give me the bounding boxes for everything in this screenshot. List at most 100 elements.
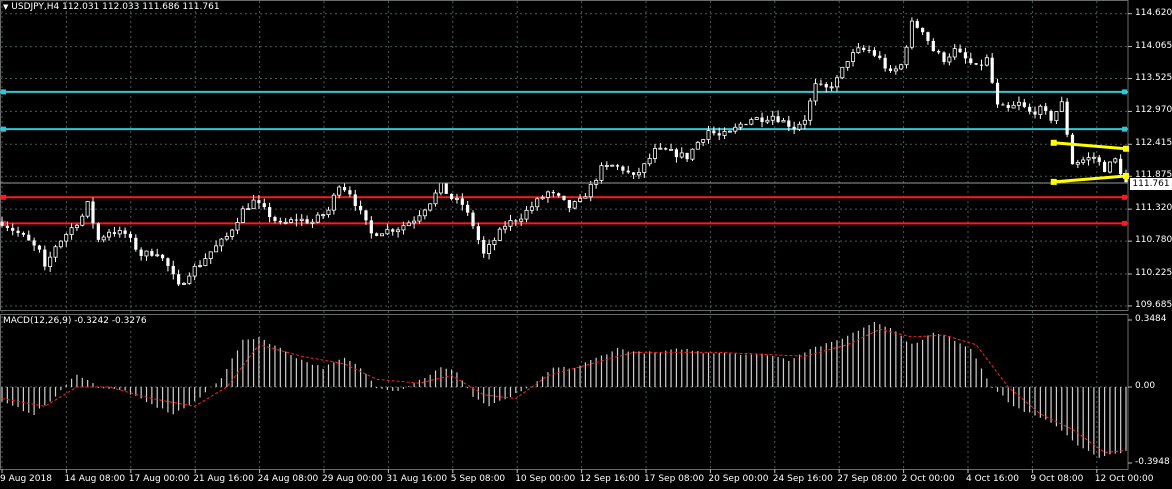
candle (508, 214, 513, 231)
candle (990, 53, 994, 84)
candle (937, 49, 941, 55)
candle (540, 195, 545, 200)
candle (872, 47, 877, 58)
candle (733, 123, 738, 134)
candle (1006, 101, 1010, 112)
price-axis-label: 111.875 (1135, 170, 1172, 181)
time-axis-label: 31 Aug 16:00 (386, 474, 448, 484)
candle (187, 272, 192, 285)
candle (289, 217, 294, 224)
candle (1049, 109, 1053, 124)
candle (128, 231, 133, 242)
price-axis-label: 111.320 (1135, 203, 1172, 214)
candle (412, 216, 417, 229)
candle (947, 53, 952, 66)
candle (562, 195, 566, 201)
candle (58, 240, 63, 249)
candle (679, 147, 684, 159)
chart-title: ▼ USDJPY,H4 112.031 112.033 111.686 111.… (3, 2, 220, 13)
flag-upper-line (1053, 141, 1127, 151)
candle (69, 223, 74, 240)
candle (813, 78, 818, 106)
cyan-level-lower-handle (1, 126, 6, 132)
candle (701, 138, 706, 147)
candle (353, 189, 357, 211)
candle (594, 178, 599, 189)
candle (652, 143, 657, 163)
candle (198, 260, 203, 268)
candle (224, 232, 229, 241)
candle (359, 200, 363, 215)
time-axis-label: 5 Sep 08:00 (450, 474, 506, 484)
time-axis-label: 24 Sep 16:00 (772, 474, 833, 484)
time-axis-label: 27 Sep 08:00 (837, 474, 898, 484)
candle (406, 220, 411, 227)
candle (610, 164, 615, 167)
candle (856, 43, 861, 54)
time-axis-label: 12 Oct 00:00 (1094, 474, 1154, 484)
cyan-level-upper-handle-right (1122, 89, 1127, 95)
candle (717, 127, 721, 141)
red-level-upper-handle (1, 194, 6, 200)
candle (636, 167, 641, 179)
candle (926, 31, 930, 45)
candle (588, 180, 593, 202)
candle (893, 65, 898, 75)
candle (348, 186, 352, 197)
candle (208, 251, 213, 265)
candle (802, 115, 807, 130)
candle (476, 222, 480, 245)
candle (342, 182, 347, 192)
candle (101, 234, 106, 243)
candle (979, 59, 984, 71)
cyan-level-upper-handle (1, 89, 6, 95)
candle (578, 194, 583, 203)
candle (230, 228, 235, 240)
current-price-label: 111.761 (1130, 178, 1172, 190)
candle (1070, 132, 1075, 165)
flag-upper-handle-left (1050, 139, 1057, 146)
symbol-info-text: USDJPY,H4 112.031 112.033 111.686 111.76… (11, 2, 220, 12)
macd-axis-label: 0.3484 (1135, 314, 1167, 324)
candle (712, 126, 716, 136)
macd-title: MACD(12,26,9) -0.3242 -0.3276 (3, 316, 147, 326)
candle (331, 193, 336, 215)
candle (262, 198, 266, 210)
candle (203, 253, 208, 267)
candle (321, 213, 326, 219)
red-level-lower-handle-right (1122, 220, 1127, 226)
candle (74, 223, 79, 231)
candle (450, 193, 454, 201)
candle (294, 213, 298, 227)
candle (1091, 152, 1096, 164)
candle (91, 197, 95, 229)
candle (557, 192, 561, 198)
candle (1075, 159, 1080, 169)
macd-axis-label: -0.3948 (1135, 457, 1170, 467)
candle (1054, 111, 1059, 125)
time-axis-label: 24 Aug 08:00 (257, 474, 319, 484)
macd-signal-line (1, 328, 1127, 454)
candle (824, 82, 828, 93)
candle (112, 226, 116, 237)
candle (177, 269, 181, 287)
time-axis-label: 17 Aug 00:00 (128, 474, 190, 484)
flag-upper-handle-right (1123, 145, 1129, 152)
candle (797, 121, 802, 131)
candle (706, 125, 711, 144)
candle (53, 244, 58, 263)
candle (1102, 160, 1107, 173)
time-axis-label: 14 Aug 08:00 (64, 474, 126, 484)
candle (851, 48, 856, 67)
candle (428, 203, 433, 212)
candle (819, 79, 823, 86)
time-axis-label: 9 Oct 08:00 (1030, 474, 1084, 484)
candle (1081, 156, 1086, 165)
time-axis-label: 12 Sep 16:00 (579, 474, 640, 484)
time-axis-label: 17 Sep 08:00 (644, 474, 705, 484)
candle (909, 17, 914, 50)
candle (942, 51, 946, 65)
dropdown-arrow-icon[interactable]: ▼ (3, 3, 9, 11)
